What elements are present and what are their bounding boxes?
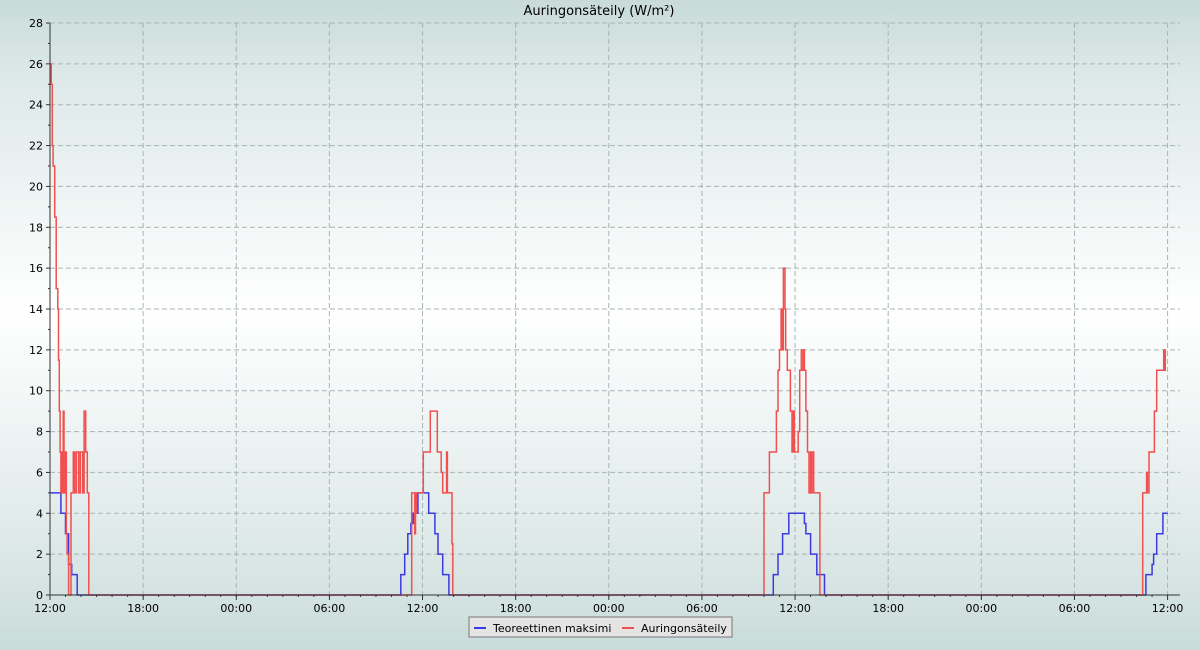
y-tick-label: 8 xyxy=(36,426,43,439)
series-line-auringonsateily xyxy=(50,63,1167,596)
x-tick-label: 00:00 xyxy=(965,602,997,615)
y-tick-label: 20 xyxy=(29,180,43,193)
legend-box xyxy=(468,616,733,638)
x-tick-label: 06:00 xyxy=(314,602,346,615)
chart-title: Auringonsäteily (W/m²) xyxy=(524,4,675,19)
y-tick-label: 6 xyxy=(36,466,43,479)
x-tick-label: 12:00 xyxy=(34,602,66,615)
y-tick-label: 4 xyxy=(36,507,43,520)
x-tick-label: 18:00 xyxy=(127,602,159,615)
y-tick-label: 18 xyxy=(29,221,43,234)
x-tick-label: 12:00 xyxy=(779,602,811,615)
y-tick-label: 14 xyxy=(29,303,43,316)
legend-label-teoreettinen-maksimi: Teoreettinen maksimi xyxy=(492,622,611,635)
y-tick-label: 10 xyxy=(29,385,43,398)
x-tick-label: 12:00 xyxy=(1152,602,1184,615)
x-tick-label: 00:00 xyxy=(593,602,625,615)
x-tick-label: 18:00 xyxy=(500,602,532,615)
y-tick-label: 16 xyxy=(29,262,43,275)
legend-label-auringonsateily: Auringonsäteily xyxy=(641,622,727,635)
y-tick-label: 2 xyxy=(36,548,43,561)
legend: Teoreettinen maksimi Auringonsäteily xyxy=(468,616,733,638)
x-tick-label: 00:00 xyxy=(220,602,252,615)
y-tick-label: 12 xyxy=(29,344,43,357)
x-tick-label: 12:00 xyxy=(407,602,439,615)
x-tick-label: 06:00 xyxy=(1059,602,1091,615)
x-tick-label: 18:00 xyxy=(872,602,904,615)
y-tick-label: 26 xyxy=(29,58,43,71)
grid-lines xyxy=(50,22,1180,595)
y-tick-label: 22 xyxy=(29,140,43,153)
x-tick-label: 06:00 xyxy=(686,602,718,615)
y-tick-label: 28 xyxy=(29,17,43,30)
y-tick-label: 24 xyxy=(29,99,43,112)
y-tick-label: 0 xyxy=(36,589,43,602)
